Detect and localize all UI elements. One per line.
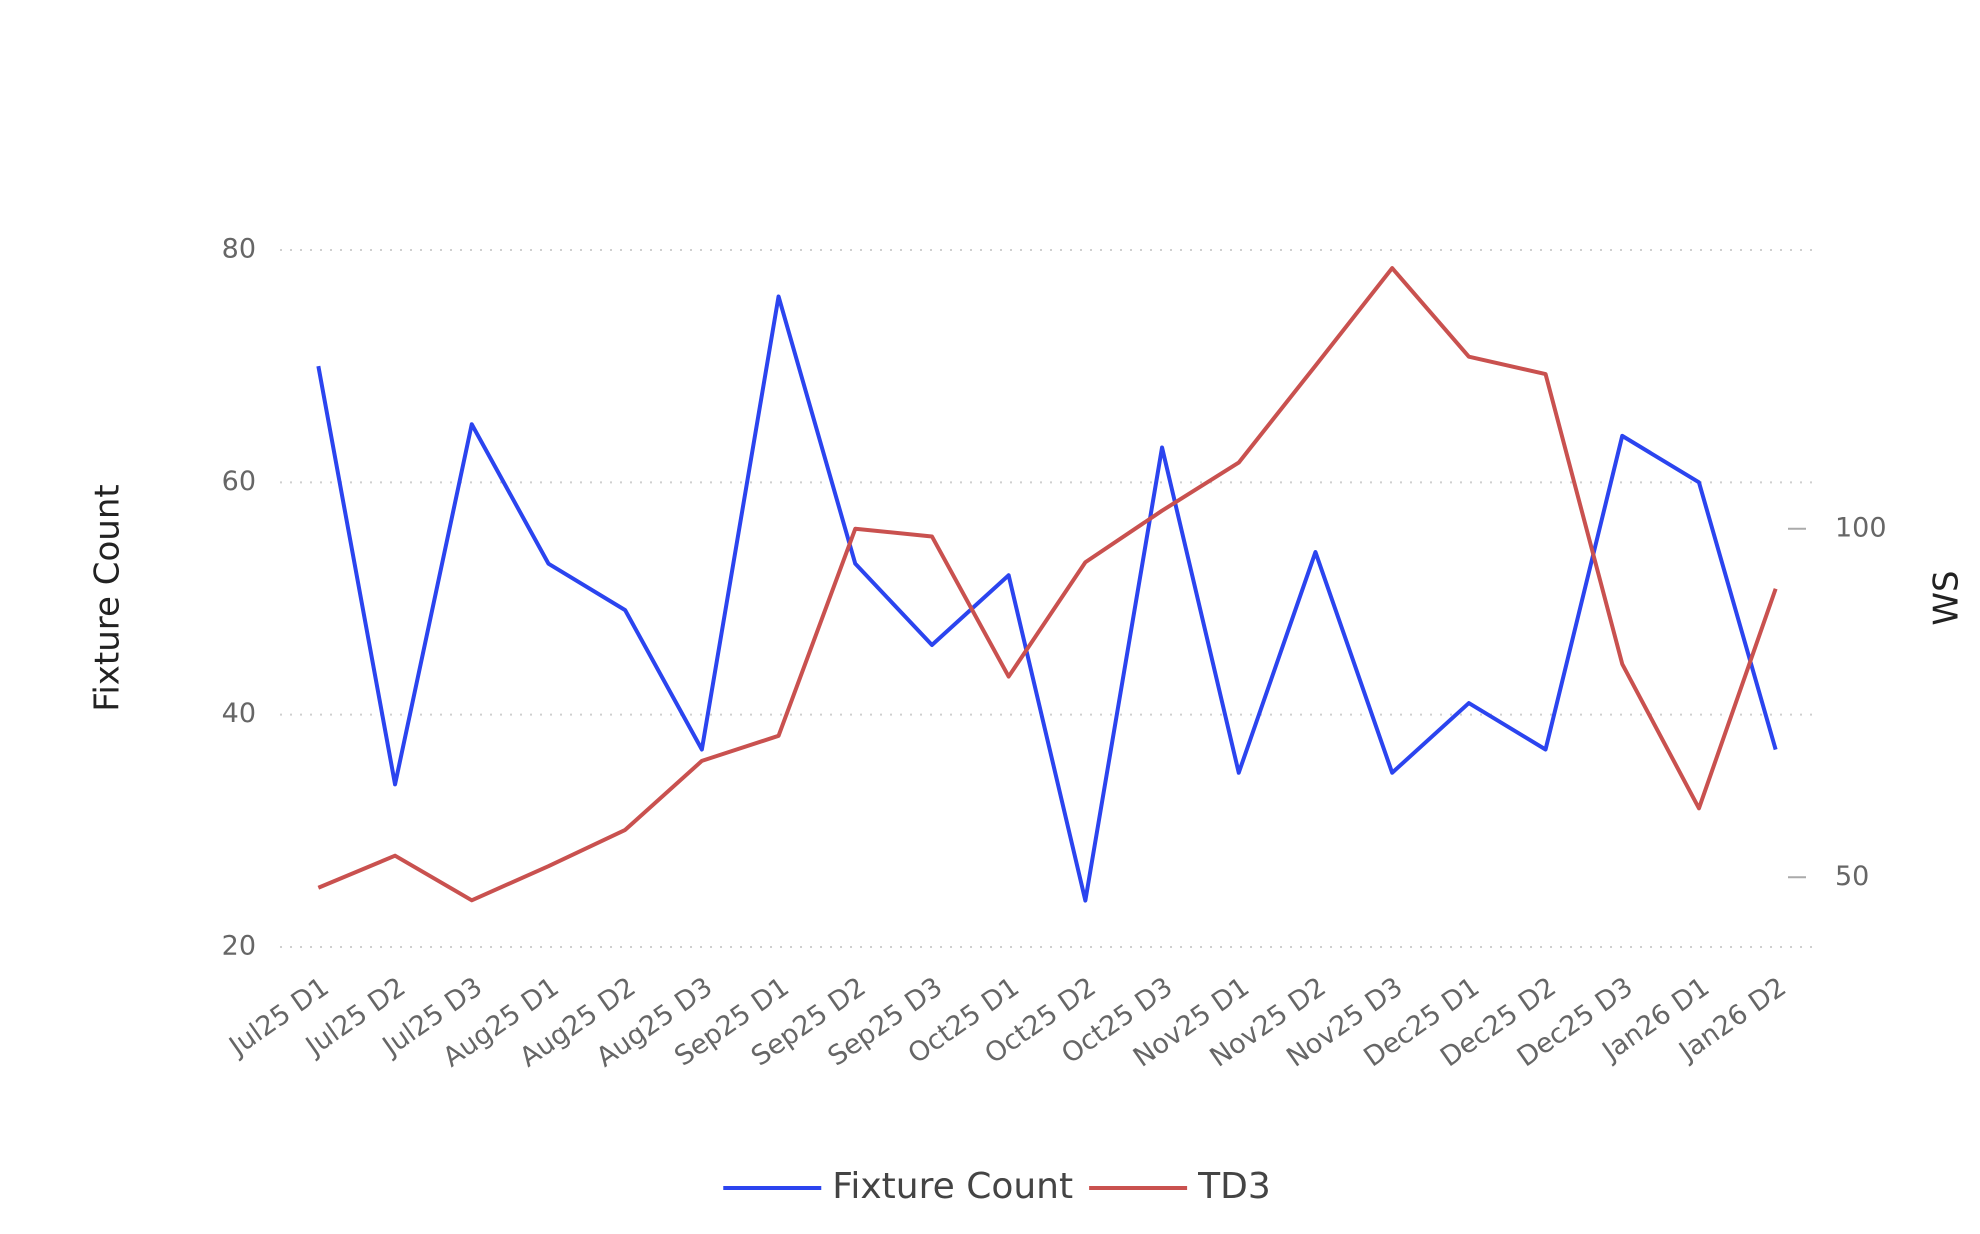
y-tick-label: 40 <box>222 698 256 729</box>
y-tick-label: 20 <box>222 931 256 962</box>
series-line <box>317 266 1778 903</box>
legend-label: Fixture Count <box>832 1166 1073 1207</box>
legend-label: TD3 <box>1197 1166 1271 1207</box>
series-line <box>316 294 1778 903</box>
y-tick-label: 60 <box>222 466 256 497</box>
y-axis-title: Fixture Count <box>88 484 128 711</box>
y2-tick-label: 50 <box>1835 861 1869 892</box>
y2-tick-label: 100 <box>1835 512 1887 543</box>
y-tick-label: 80 <box>222 234 256 265</box>
y2-axis-title: WS <box>1927 570 1967 625</box>
